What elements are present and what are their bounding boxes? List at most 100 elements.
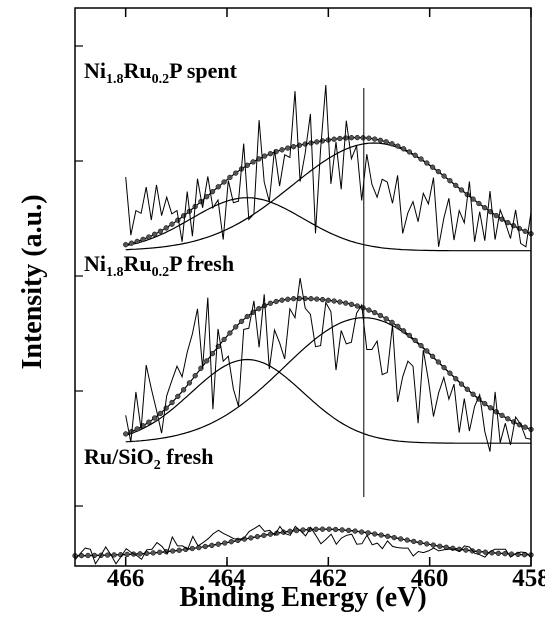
fit-point <box>453 182 459 189</box>
fit-point <box>293 527 300 534</box>
fit-point <box>424 348 430 354</box>
fit-point <box>290 296 297 302</box>
fit-point <box>227 330 233 336</box>
fit-point <box>337 135 343 142</box>
fit-point <box>140 236 146 243</box>
fit-point <box>522 424 528 430</box>
fit-point <box>331 298 337 304</box>
fit-point <box>256 306 262 312</box>
fit-point <box>458 381 465 387</box>
fit-point <box>389 141 395 147</box>
fit-point <box>372 136 378 142</box>
fit-point <box>192 373 198 379</box>
fit-point <box>400 328 407 334</box>
fit-point <box>233 170 239 176</box>
fit-point <box>412 152 418 158</box>
series-label-part: P fresh <box>169 251 234 276</box>
fit-point <box>332 526 339 533</box>
fit-point <box>412 337 418 344</box>
fit-point <box>430 542 436 548</box>
raw-data-line <box>74 524 532 565</box>
fit-point <box>377 137 384 143</box>
fit-point <box>267 300 274 306</box>
fit-point <box>267 151 274 157</box>
fit-point <box>163 225 169 231</box>
fit-point <box>522 228 528 234</box>
fit-point <box>128 240 135 246</box>
fit-point <box>458 187 465 193</box>
fit-point <box>308 296 314 302</box>
y-axis-title: Intensity (a.u.) <box>17 194 48 369</box>
fit-point <box>429 353 436 360</box>
fit-point <box>487 405 494 411</box>
series-label-spent: Ni1.8Ru0.2P spent <box>84 58 238 87</box>
component-peak-curve <box>125 358 531 444</box>
fit-point <box>204 358 210 364</box>
fit-point <box>476 200 482 207</box>
raw-data-line <box>125 278 532 452</box>
x-tick-label: 466 <box>107 565 145 592</box>
series-label-part: 2 <box>154 458 161 473</box>
fit-point <box>499 412 505 419</box>
fit-point <box>345 527 352 534</box>
fit-point <box>411 538 417 545</box>
fit-point <box>493 409 499 415</box>
fit-point <box>495 550 502 556</box>
fit-point <box>202 543 208 550</box>
fit-point <box>256 156 262 162</box>
fit-point <box>358 529 365 535</box>
fit-point <box>157 228 164 234</box>
fit-point <box>228 539 234 545</box>
fit-point <box>502 551 508 557</box>
fit-point <box>406 149 413 155</box>
x-tick-label: 462 <box>310 565 348 592</box>
fit-point <box>395 323 401 330</box>
fit-point <box>221 179 227 185</box>
series-label-part: 0.2 <box>152 265 170 280</box>
fit-point <box>377 312 384 319</box>
x-tick-label: 464 <box>208 565 246 592</box>
fit-point <box>493 212 499 219</box>
series-label-ni-fresh: Ni1.8Ru0.2P fresh <box>84 251 234 280</box>
fit-point <box>417 540 423 546</box>
series-label-part: Ni <box>84 251 106 276</box>
fit-point <box>505 416 511 422</box>
x-axis-title: Binding Energy (eV) <box>179 582 426 613</box>
fit-point <box>215 184 221 190</box>
fit-point <box>424 160 430 166</box>
series-label-part: 1.8 <box>106 72 124 87</box>
fit-point <box>510 223 517 229</box>
fit-point <box>189 545 195 552</box>
fit-point <box>134 426 140 432</box>
fit-point <box>429 164 436 170</box>
fit-point <box>279 147 285 153</box>
fit-point <box>372 309 378 316</box>
fit-point <box>300 527 306 533</box>
fit-point <box>157 410 164 417</box>
fit-point <box>314 296 320 302</box>
series-label-part: P spent <box>169 58 238 83</box>
fit-point <box>169 399 175 406</box>
raw-data-line <box>125 84 532 248</box>
series-label-ru-fresh: Ru/SiO2 fresh <box>84 444 213 473</box>
fit-point <box>343 135 349 141</box>
fit-point <box>482 205 488 211</box>
fit-point <box>366 307 372 313</box>
plot-frame <box>74 7 532 567</box>
fit-point <box>441 364 447 371</box>
fit-point <box>134 238 140 245</box>
fit-point <box>267 531 274 537</box>
fit-point <box>215 541 221 547</box>
fit-point <box>308 140 314 146</box>
series-label-part: 0.2 <box>152 72 170 87</box>
fit-point <box>395 143 401 149</box>
fit-point <box>464 386 470 392</box>
fit-point <box>170 548 176 554</box>
fit-point <box>123 242 129 248</box>
fit-point <box>176 547 182 553</box>
fit-point <box>476 548 482 555</box>
fit-point <box>111 552 117 558</box>
fit-point <box>151 415 158 421</box>
fit-point <box>339 527 345 533</box>
